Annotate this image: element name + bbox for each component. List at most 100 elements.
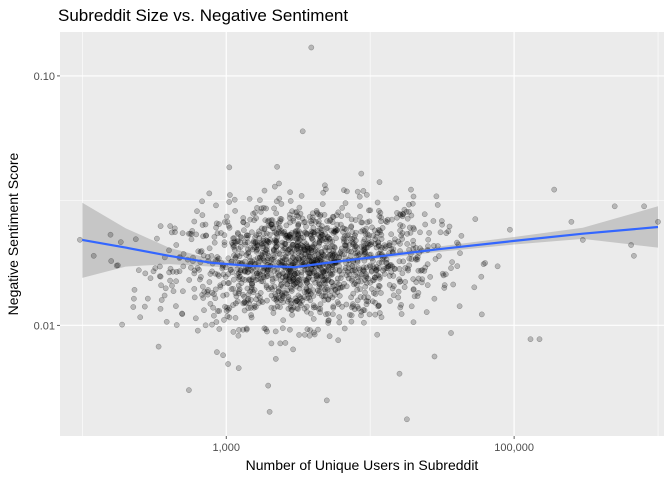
data-point	[293, 256, 299, 263]
data-point	[258, 298, 264, 304]
data-point	[349, 236, 356, 242]
data-point	[119, 321, 125, 328]
data-point	[291, 281, 298, 288]
data-point	[157, 223, 164, 229]
data-point	[220, 280, 227, 286]
data-point	[352, 217, 359, 223]
data-point	[331, 228, 338, 235]
data-point	[234, 238, 241, 245]
data-point	[342, 242, 348, 249]
data-point	[247, 277, 254, 284]
data-point	[431, 295, 438, 302]
data-point	[324, 287, 331, 293]
data-point	[287, 231, 294, 238]
data-point	[349, 229, 356, 235]
data-point	[250, 210, 256, 217]
data-point	[375, 286, 381, 292]
data-point	[438, 218, 445, 224]
data-point	[263, 273, 270, 280]
data-point	[270, 252, 277, 258]
data-point	[287, 268, 294, 275]
data-point	[225, 280, 231, 286]
data-point	[293, 270, 300, 276]
data-point	[317, 225, 324, 232]
data-point	[386, 242, 392, 249]
data-point	[397, 278, 404, 285]
data-point	[288, 249, 295, 256]
data-point	[406, 201, 412, 208]
data-point	[256, 257, 263, 264]
data-point	[309, 243, 316, 250]
data-point	[267, 223, 274, 229]
data-point	[383, 256, 390, 263]
data-point	[162, 285, 169, 292]
data-point	[356, 266, 363, 273]
data-point	[278, 216, 285, 222]
data-point	[247, 288, 254, 295]
data-point	[403, 209, 410, 215]
data-point	[386, 273, 393, 279]
data-point	[254, 246, 261, 253]
data-point	[249, 280, 255, 287]
data-point	[297, 300, 303, 307]
y-axis-ticks: 0.01 0.10	[34, 71, 60, 332]
data-point	[281, 289, 288, 296]
data-point	[389, 216, 395, 223]
data-point	[325, 296, 332, 303]
data-point	[321, 211, 328, 218]
data-point	[317, 306, 324, 312]
data-point	[377, 274, 383, 280]
data-point	[206, 245, 213, 252]
data-point	[232, 290, 239, 297]
data-point	[305, 276, 311, 282]
data-point	[237, 273, 243, 280]
data-point	[332, 252, 338, 258]
data-point	[319, 201, 326, 207]
data-point	[241, 227, 247, 234]
data-point	[351, 306, 358, 313]
data-point	[313, 256, 320, 263]
data-point	[324, 233, 331, 240]
data-point	[370, 232, 376, 239]
data-point	[295, 239, 301, 246]
data-point	[293, 209, 300, 215]
data-point	[319, 237, 325, 243]
data-point	[263, 284, 270, 291]
data-point	[316, 234, 323, 240]
data-point	[293, 246, 300, 253]
data-point	[303, 241, 310, 247]
data-point	[234, 266, 241, 273]
data-point	[298, 234, 304, 241]
data-point	[240, 300, 247, 307]
data-point	[307, 288, 313, 295]
data-point	[271, 295, 278, 302]
data-point	[325, 317, 332, 324]
data-point	[186, 387, 192, 393]
data-point	[295, 257, 302, 264]
data-point	[196, 266, 202, 273]
data-point	[130, 304, 137, 310]
smooth-line	[82, 225, 659, 269]
data-point	[270, 225, 276, 232]
data-point	[234, 272, 241, 279]
data-point	[308, 220, 315, 227]
data-point	[209, 268, 215, 275]
data-point	[237, 233, 244, 240]
data-point	[273, 221, 280, 227]
data-point	[290, 254, 297, 261]
data-point	[322, 286, 328, 293]
data-point	[316, 280, 322, 287]
data-point	[334, 227, 340, 234]
data-point	[407, 229, 414, 236]
data-point	[408, 256, 415, 263]
data-point	[352, 272, 359, 279]
data-point	[193, 231, 200, 238]
data-point	[290, 346, 296, 353]
data-point	[387, 298, 393, 304]
data-point	[245, 277, 252, 283]
data-point	[310, 229, 317, 236]
data-point	[527, 336, 534, 343]
data-point	[287, 297, 294, 304]
data-point	[286, 268, 293, 274]
